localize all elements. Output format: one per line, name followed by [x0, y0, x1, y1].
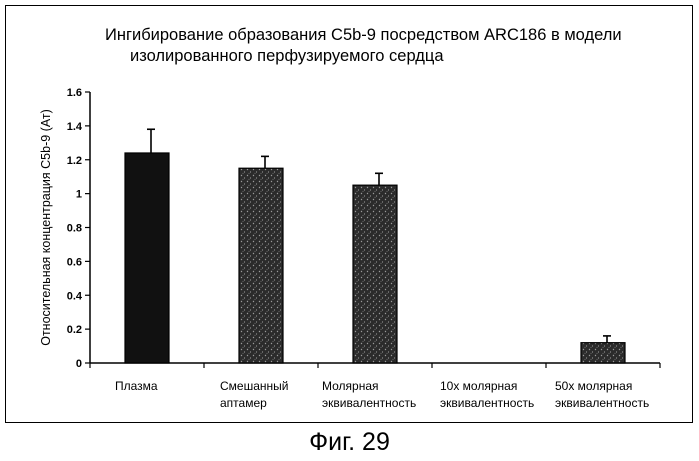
x-category-label: аптамер: [220, 396, 267, 410]
y-tick-label: 0.4: [67, 290, 83, 302]
y-tick-label: 0.8: [67, 223, 82, 235]
bar: [125, 153, 169, 363]
y-tick-label: 1: [76, 189, 82, 201]
x-category-label: эквивалентность: [555, 396, 649, 410]
y-tick-label: 1.2: [67, 155, 82, 167]
x-category-label: Молярная: [322, 379, 379, 393]
y-tick-label: 0.6: [67, 256, 82, 268]
chart-title-line: Ингибирование образования C5b-9 посредст…: [105, 26, 622, 44]
bar: [353, 185, 397, 363]
y-tick-label: 0: [76, 358, 82, 370]
y-tick-label: 0.2: [67, 324, 82, 336]
y-tick-label: 1.6: [67, 87, 82, 99]
x-category-label: эквивалентность: [322, 396, 416, 410]
x-category-label: 50x молярная: [555, 379, 632, 393]
chart-title-line: изолированного перфузируемого сердца: [130, 47, 444, 65]
x-category-label: Плазма: [115, 379, 158, 393]
y-tick-label: 1.4: [67, 121, 83, 133]
y-axis-label: Относительная концентрация C5b-9 (Ат): [39, 109, 53, 346]
x-category-label: Смешанный: [220, 379, 288, 393]
bar: [239, 168, 283, 363]
figure-caption: Фиг. 29: [0, 428, 699, 456]
x-category-label: 10x молярная: [440, 379, 517, 393]
bar: [581, 343, 625, 363]
x-category-label: эквивалентность: [440, 396, 534, 410]
